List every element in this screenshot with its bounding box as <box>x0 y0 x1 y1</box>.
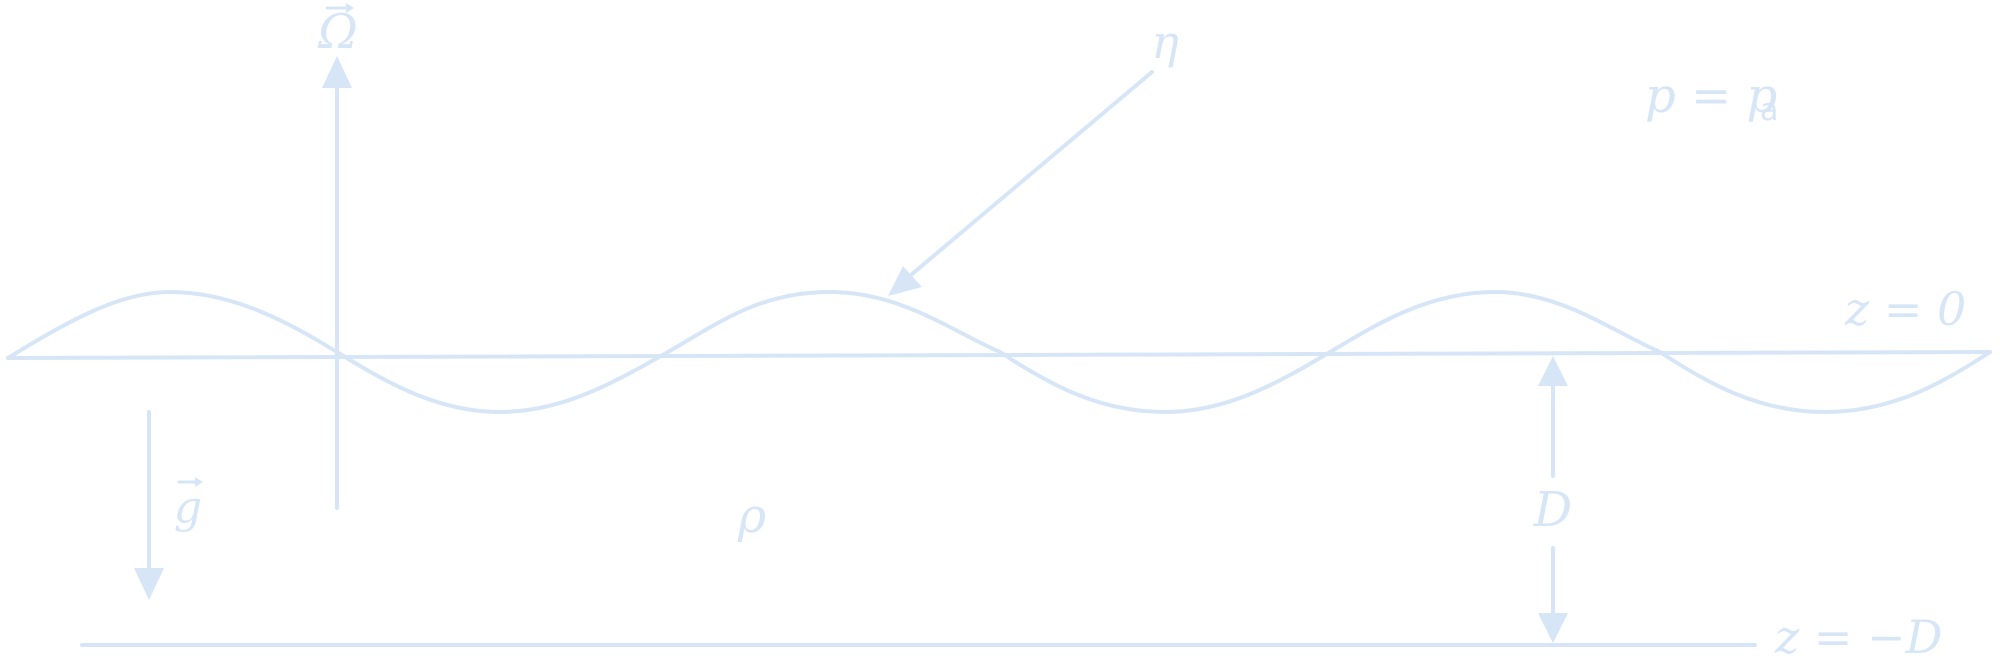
gravity-label: g <box>174 482 202 533</box>
eta-arrow-line <box>903 70 1154 282</box>
surface-level-label: z = 0 <box>1844 282 1966 336</box>
rotation-axis-arrowhead <box>322 56 352 88</box>
depth-arrow-upper-head <box>1538 356 1568 386</box>
density-label: ρ <box>737 488 766 544</box>
depth-label: D <box>1533 482 1572 538</box>
depth-arrow-lower-head <box>1538 613 1568 643</box>
gravity-arrow-head <box>134 568 164 600</box>
eta-label: η <box>1151 15 1179 69</box>
gravity-label-group: g <box>174 477 203 533</box>
omega-label: Ω <box>317 4 358 60</box>
pressure-subscript: a <box>1760 93 1778 128</box>
pressure-label-group: p = p a <box>1645 68 1778 128</box>
eta-arrow-head <box>888 266 922 296</box>
gravity-vector-tip <box>195 477 203 487</box>
omega-vector-tip <box>346 3 354 13</box>
bottom-level-label: z = −D <box>1774 610 1942 661</box>
pressure-label: p = p <box>1645 68 1777 124</box>
omega-label-group: Ω <box>317 3 358 60</box>
